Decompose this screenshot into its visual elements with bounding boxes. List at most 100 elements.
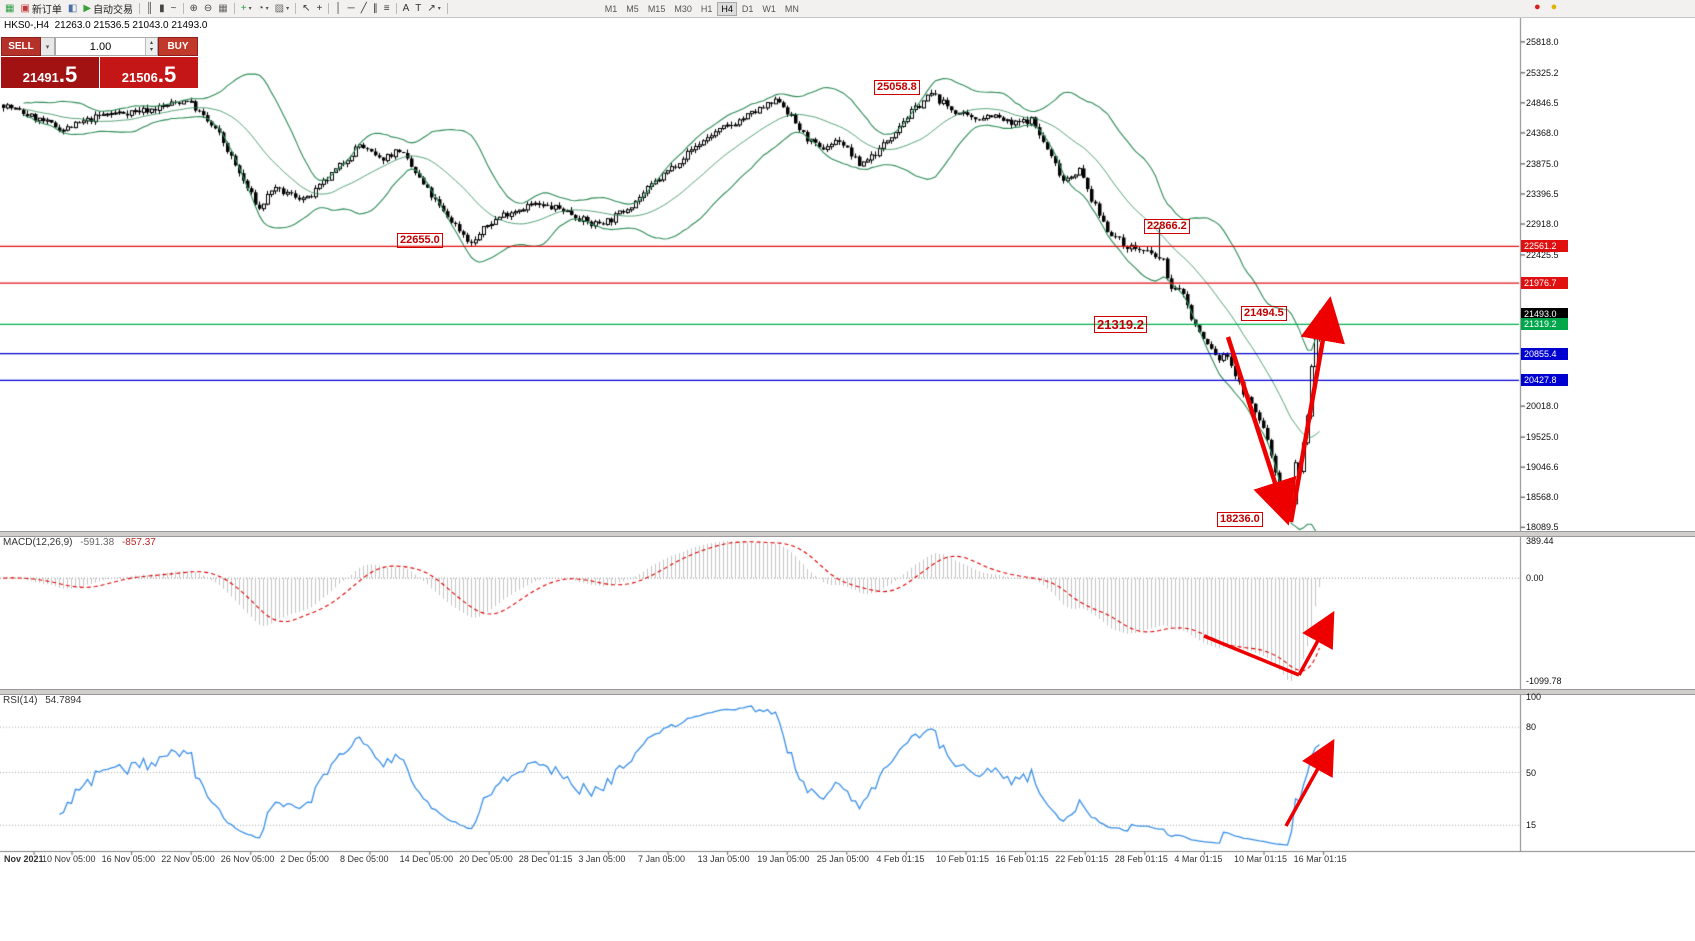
time-label: 16 Nov 05:00 <box>101 854 156 864</box>
indicators-icon[interactable]: + ▾ <box>238 1 255 16</box>
time-label: 28 Dec 01:15 <box>518 854 573 864</box>
zoom-in-icon-glyph: ⊕ <box>189 2 198 14</box>
text-label-icon-glyph: T <box>415 2 422 14</box>
line-chart-icon[interactable]: ~ <box>168 1 180 16</box>
fibonacci-icon-glyph: ≡ <box>383 2 390 14</box>
notify-red-icon[interactable]: ● <box>1534 1 1541 13</box>
text-icon-glyph: A <box>402 2 410 14</box>
trendline-icon[interactable]: ╱ <box>358 1 370 16</box>
volume-down-icon[interactable]: ▾ <box>149 46 153 53</box>
time-label: 16 Mar 01:15 <box>1293 854 1347 864</box>
toolbar-separator <box>295 3 297 14</box>
time-label: 16 Feb 01:15 <box>995 854 1049 864</box>
auto-trading-button-label: 自动交易 <box>93 5 134 16</box>
candlestick-chart-icon[interactable]: ▮ <box>156 1 168 16</box>
volume-up-icon[interactable]: ▴ <box>149 39 153 46</box>
time-label: Nov 2021 <box>4 854 44 864</box>
price-label[interactable]: 22866.2 <box>1144 219 1190 234</box>
time-label: 13 Jan 05:00 <box>697 854 750 864</box>
timeframe-m15[interactable]: M15 <box>644 2 670 16</box>
periods-icon[interactable]: ◔ ▾ <box>255 1 272 16</box>
time-label: 3 Jan 05:00 <box>578 854 626 864</box>
toolbar-separator <box>328 3 330 14</box>
timeframe-m30[interactable]: M30 <box>670 2 696 16</box>
new-chart-icon[interactable]: ▦ <box>2 1 17 16</box>
sell-price-display[interactable]: 21491.5 <box>1 57 99 88</box>
buy-button[interactable]: BUY <box>158 37 198 56</box>
new-order-button[interactable]: ▣ 新订单 <box>17 1 64 16</box>
rsi-indicator-label: RSI(14) 54.7894 <box>3 695 81 706</box>
bar-chart-icon[interactable]: ║ <box>143 1 156 16</box>
macd-panel-separator[interactable] <box>0 531 1695 537</box>
time-label: 10 Feb 01:15 <box>936 854 990 864</box>
timeframe-d1[interactable]: D1 <box>738 2 758 16</box>
volume-input[interactable] <box>56 38 145 55</box>
auto-trading-button[interactable]: ▶ 自动交易 <box>80 1 136 16</box>
buy-price-display[interactable]: 21506.5 <box>100 57 198 88</box>
toolbar-separator <box>182 3 184 14</box>
text-icon[interactable]: A <box>400 1 413 16</box>
buy-price-main: 21506 <box>121 70 158 85</box>
time-label: 20 Dec 05:00 <box>459 854 513 864</box>
dropdown-arrow-icon: ▾ <box>286 6 290 12</box>
templates-icon[interactable]: ▨ ▾ <box>272 1 292 16</box>
timeframe-h1[interactable]: H1 <box>697 2 717 16</box>
buy-price-fraction: .5 <box>157 62 177 88</box>
time-label: 7 Jan 05:00 <box>638 854 686 864</box>
horizontal-line-icon[interactable]: ─ <box>345 1 358 16</box>
time-label: 22 Feb 01:15 <box>1055 854 1109 864</box>
timeframe-m5[interactable]: M5 <box>622 2 643 16</box>
vertical-line-icon-glyph: │ <box>335 2 342 14</box>
bar-chart-icon-glyph: ║ <box>146 2 154 14</box>
fibonacci-icon[interactable]: ≡ <box>381 1 393 16</box>
zoom-out-icon-glyph: ⊖ <box>203 2 213 14</box>
cursor-icon[interactable]: ↖ <box>299 1 313 16</box>
time-label: 10 Nov 05:00 <box>42 854 96 864</box>
timeframe-toolbar: M1 M5 M15 M30 H1 H4 D1 W1 MN <box>601 1 803 16</box>
dropdown-arrow-icon: ▾ <box>437 6 441 12</box>
timeframe-w1[interactable]: W1 <box>758 2 780 16</box>
timeframe-m1[interactable]: M1 <box>601 2 622 16</box>
profiles-icon[interactable]: ◧ <box>65 1 80 16</box>
time-axis[interactable]: Nov 2021 10 Nov 05:00 16 Nov 05:00 22 Nov 0… <box>0 854 1695 868</box>
candlestick-chart-icon-glyph: ▮ <box>159 2 165 14</box>
volume-spinner: ▴ ▾ <box>145 38 157 55</box>
trendline-icon-glyph: ╱ <box>360 2 367 14</box>
one-click-trading-panel: SELL ▾ ▴ ▾ BUY 21491.5 21506.5 <box>1 37 198 88</box>
equidistant-channel-icon[interactable]: ∥ <box>370 1 381 16</box>
rsi-name: RSI(14) <box>3 695 38 706</box>
price-label[interactable]: 18236.0 <box>1217 512 1263 527</box>
crosshair-icon[interactable]: + <box>314 1 326 16</box>
dropdown-arrow-icon: ▾ <box>248 6 252 12</box>
time-label: 19 Jan 05:00 <box>757 854 810 864</box>
arrows-icon[interactable]: ↗ ▾ <box>424 1 443 16</box>
time-label: 4 Mar 01:15 <box>1174 854 1223 864</box>
indicators-icon-glyph: + <box>240 2 247 14</box>
arrows-icon-glyph: ↗ <box>427 2 436 14</box>
sell-button[interactable]: SELL <box>1 37 41 56</box>
timeframe-mn[interactable]: MN <box>781 2 803 16</box>
macd-signal-value: -857.37 <box>121 537 156 548</box>
price-label[interactable]: 22655.0 <box>397 233 443 248</box>
toolbar-separator <box>139 3 141 14</box>
line-chart-icon-glyph: ~ <box>170 2 177 14</box>
zoom-out-icon[interactable]: ⊖ <box>201 1 215 16</box>
rsi-panel-separator[interactable] <box>0 689 1695 695</box>
notify-yellow-icon[interactable]: ● <box>1550 1 1558 13</box>
price-label[interactable]: 25058.8 <box>874 80 920 95</box>
zoom-in-icon[interactable]: ⊕ <box>187 1 201 16</box>
text-label-icon[interactable]: T <box>412 1 424 16</box>
volume-dropdown-icon[interactable]: ▾ <box>41 37 55 56</box>
toolbar-separator <box>395 3 397 14</box>
price-label[interactable]: 21494.5 <box>1241 306 1287 321</box>
toolbar-separator <box>446 3 448 14</box>
time-label: 8 Dec 05:00 <box>340 854 389 864</box>
price-label[interactable]: 21319.2 <box>1094 316 1147 333</box>
vertical-line-icon[interactable]: │ <box>332 1 344 16</box>
timeframe-h4[interactable]: H4 <box>717 1 737 16</box>
cursor-icon-glyph: ↖ <box>302 2 311 14</box>
one-click-controls: SELL ▾ ▴ ▾ BUY <box>1 37 198 56</box>
tile-windows-icon[interactable]: ▦ <box>215 1 230 16</box>
